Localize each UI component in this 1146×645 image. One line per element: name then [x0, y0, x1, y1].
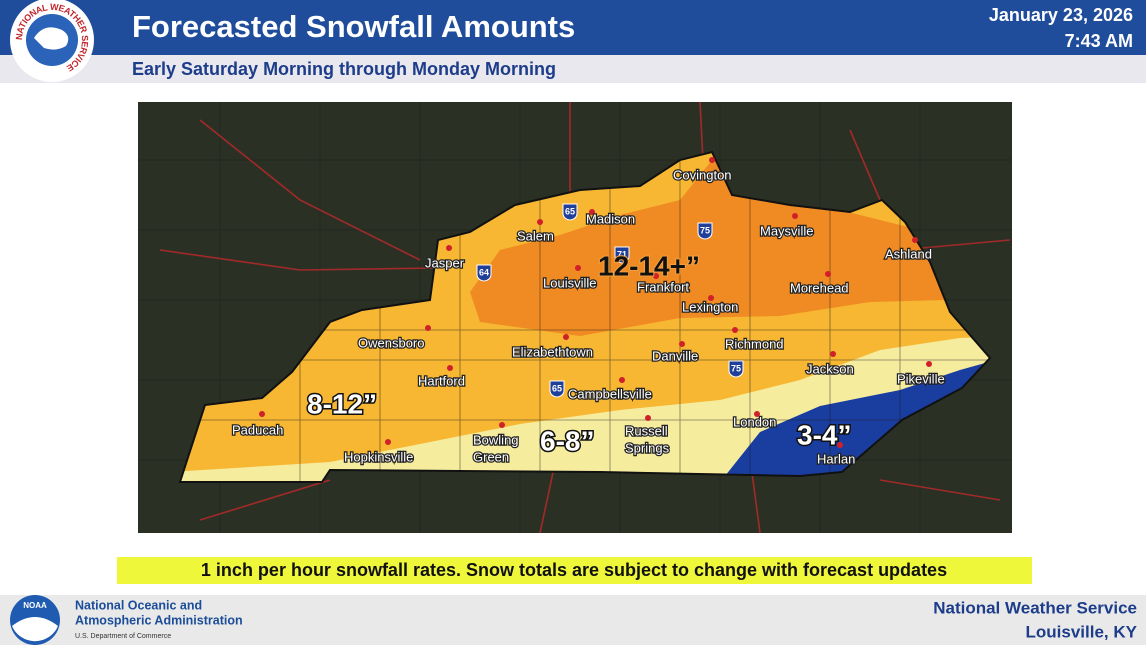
city-label: Frankfort	[637, 279, 689, 294]
interstate-number: 75	[700, 225, 710, 235]
city-label: Elizabethtown	[512, 344, 593, 359]
interstate-shield	[562, 203, 578, 221]
city-label: Madison	[586, 211, 635, 226]
subtitle-bar	[0, 55, 1146, 83]
interstate-shield	[614, 246, 630, 264]
city-label: Lexington	[682, 299, 738, 314]
city-label: Russell	[625, 423, 668, 438]
city-label: Morehead	[790, 280, 849, 295]
note-highlight	[117, 557, 1032, 584]
city-label: Louisville	[543, 275, 596, 290]
city-label: Ashland	[885, 246, 932, 261]
interstate-number: 65	[565, 206, 575, 216]
interstate-shield	[697, 222, 713, 240]
city-label: Pikeville	[897, 371, 945, 386]
city-label: Salem	[517, 228, 554, 243]
city-label: Bowling	[473, 432, 519, 447]
footer-bar	[0, 595, 1146, 645]
noaa-dept: U.S. Department of Commerce	[75, 633, 171, 640]
interstate-number: 64	[479, 267, 489, 277]
date: January 23, 2026	[989, 5, 1133, 25]
map: 65 71 75 64 65 75 Covington Madison Salem Maysvi…	[138, 101, 1012, 534]
city-label: Campbellsville	[568, 386, 652, 401]
amount-label: 12-14+”	[598, 250, 700, 281]
city-label: Hopkinsville	[344, 449, 413, 464]
city-label: Richmond	[725, 336, 784, 351]
city-label: Green	[473, 449, 509, 464]
interstate-number: 65	[552, 383, 562, 393]
amount-label: 8-12”	[307, 388, 377, 419]
city-label: Owensboro	[358, 335, 424, 350]
time: 7:43 AM	[1065, 31, 1133, 51]
nws-office: Louisville, KY	[1026, 622, 1138, 641]
noaa-name: National Oceanic and	[75, 598, 202, 612]
noaa-logo: NOAA	[10, 595, 60, 645]
header-bar	[0, 0, 1146, 55]
city-label: Jackson	[806, 361, 854, 376]
city-label: Danville	[652, 348, 698, 363]
city-label: Hartford	[418, 373, 465, 388]
interstate-number: 71	[617, 249, 627, 259]
nws-office: National Weather Service	[933, 598, 1137, 617]
city-label: Springs	[625, 440, 670, 455]
city-label: Covington	[673, 167, 732, 182]
city-label: Jasper	[425, 255, 465, 270]
amount-label: 6-8”	[540, 425, 594, 456]
city-label: Harlan	[817, 451, 855, 466]
city-label: Paducah	[232, 422, 283, 437]
noaa-name: Atmospheric Administration	[75, 613, 243, 627]
interstate-shield	[476, 264, 492, 282]
amount-label: 3-4”	[797, 419, 851, 450]
title: Forecasted Snowfall Amounts	[132, 9, 575, 44]
nws-logo: NATIONAL WEATHER SERVICE	[10, 0, 94, 82]
interstate-number: 75	[731, 363, 741, 373]
city-label: Maysville	[760, 223, 813, 238]
city-label: London	[733, 414, 776, 429]
note: 1 inch per hour snowfall rates. Snow tot…	[201, 560, 947, 580]
subtitle: Early Saturday Morning through Monday Mo…	[132, 59, 556, 79]
interstate-shield	[728, 360, 744, 378]
interstate-shield	[549, 380, 565, 398]
noaa-logo-text: NOAA	[23, 601, 47, 610]
